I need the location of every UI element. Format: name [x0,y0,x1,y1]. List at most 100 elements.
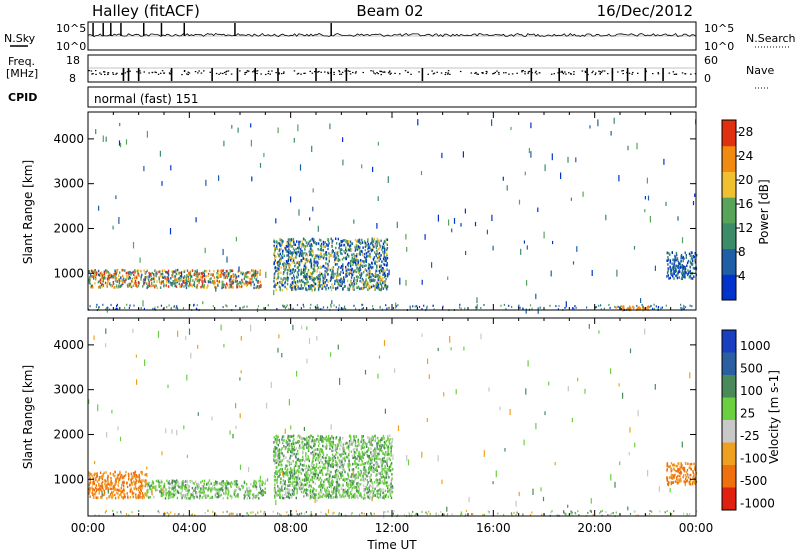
echo-cell [375,246,378,249]
echo-cell [385,252,388,255]
echo-cell [111,483,113,487]
echo-cell [384,269,386,272]
echo-cell [281,241,283,245]
freq-left-tick-bottom: 8 [69,72,76,85]
echo-cell [187,487,189,490]
echo-cell [304,275,306,279]
echo-cell [213,280,215,283]
nave-point [163,72,165,74]
echo-cell [303,271,306,274]
echo-cell [351,443,353,446]
echo-cell [92,286,94,289]
echo-cell [189,282,191,285]
echo-cell [677,216,679,221]
echo-cell [284,496,286,500]
echo-cell [92,489,94,492]
echo-cell [160,490,163,493]
echo-cell [375,454,377,458]
echo-cell [475,307,477,310]
echo-cell [331,493,333,497]
echo-cell [376,469,378,473]
noise-right-tick-bottom: 10^0 [704,40,734,53]
echo-cell [681,272,683,275]
echo-cell [358,459,360,463]
echo-cell [185,281,187,285]
echo-cell [289,250,291,254]
echo-cell [371,248,374,252]
echo-cell [203,274,206,278]
nave-point [493,72,495,74]
echo-cell [264,487,266,490]
echo-cell [385,481,387,485]
echo-cell [690,277,692,280]
echo-cell [189,273,192,277]
echo-cell [350,264,352,268]
echo-cell [281,252,284,256]
echo-cell [378,259,380,263]
echo-cell [89,495,91,498]
echo-cell [360,250,362,253]
echo-cell [691,305,693,308]
echo-cell [285,262,288,266]
nave-point [505,72,507,74]
echo-cell [161,275,164,279]
echo-cell [597,119,599,127]
echo-cell [291,474,293,477]
echo-cell [369,476,371,480]
echo-cell [312,239,315,243]
echo-cell [376,465,378,468]
echo-cell [189,497,191,500]
echo-cell [307,275,309,278]
nave-point [631,73,633,75]
echo-cell [138,486,141,489]
echo-cell [126,283,129,287]
echo-cell [347,442,349,445]
echo-cell [102,493,104,497]
echo-cell [380,254,382,257]
echo-cell [680,277,683,281]
echo-cell [98,205,100,211]
echo-cell [300,490,303,494]
echo-cell [93,494,95,497]
echo-cell [196,269,198,272]
echo-cell [193,304,195,307]
echo-cell [358,268,360,271]
echo-cell [522,307,524,310]
echo-cell [205,179,207,186]
echo-cell [365,280,367,283]
echo-cell [262,489,264,492]
echo-cell [339,448,341,451]
echo-cell [337,442,339,446]
echo-cell [203,492,205,495]
echo-cell [341,265,343,268]
echo-cell [383,285,386,288]
echo-cell [275,282,277,286]
echo-cell [340,266,342,269]
echo-cell [310,259,312,262]
nave-point [317,71,319,73]
echo-cell [225,304,227,307]
echo-cell [224,482,226,485]
echo-cell [685,256,687,260]
echo-cell [346,240,348,243]
noise-left-tick-bottom: 10^0 [56,40,86,53]
echo-cell [354,257,356,262]
echo-cell [243,481,246,485]
echo-cell [338,307,340,310]
echo-cell [292,274,295,277]
echo-cell [229,269,231,272]
echo-cell [287,250,289,253]
echo-cell [582,191,584,197]
echo-cell [371,273,373,276]
echo-cell [365,274,367,277]
nave-point [557,72,559,74]
echo-cell [372,436,374,439]
echo-cell [341,471,343,474]
echo-cell [230,275,233,278]
nave-point [215,72,218,75]
echo-cell [351,479,353,483]
echo-cell [126,277,128,280]
echo-cell [215,490,218,493]
echo-cell [359,253,362,256]
echo-cell [689,260,692,263]
